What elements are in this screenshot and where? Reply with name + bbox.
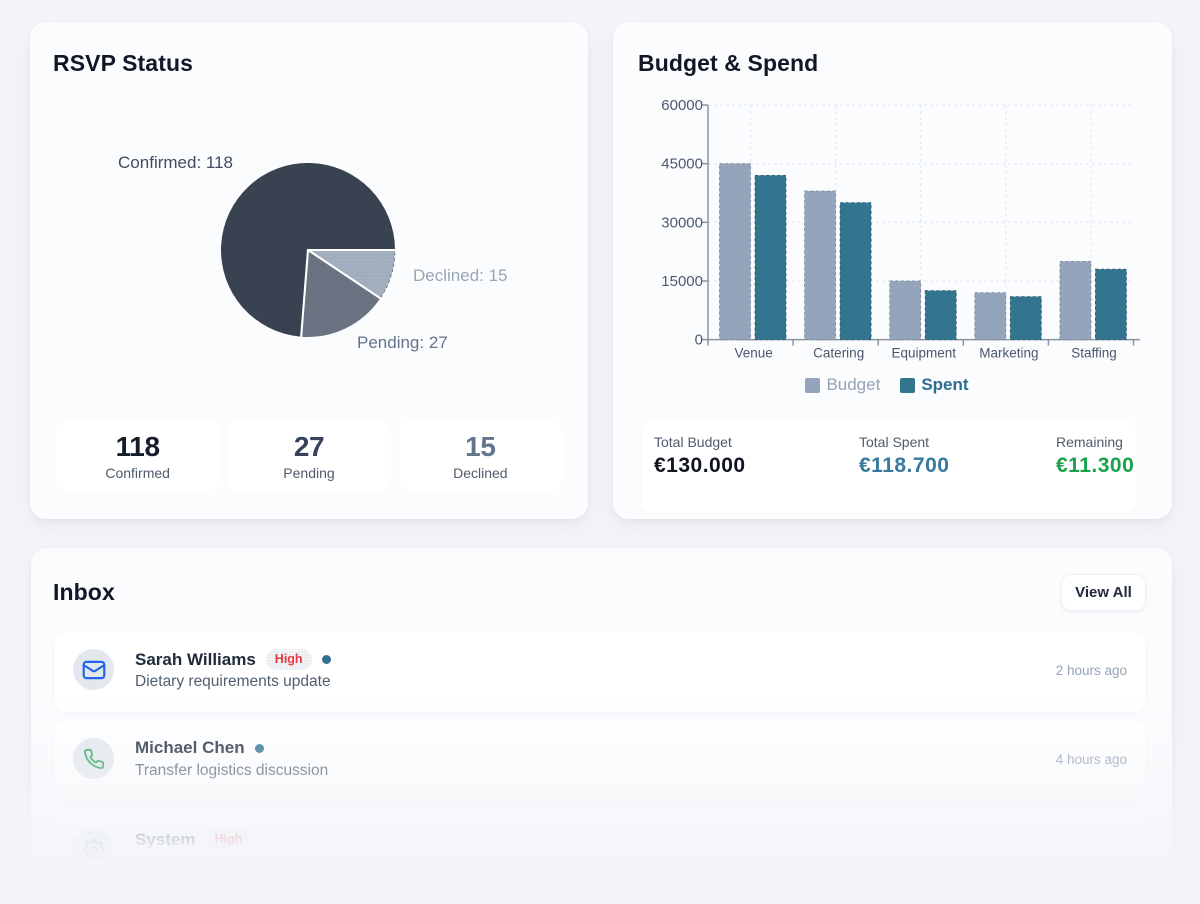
svg-text:Equipment: Equipment: [892, 346, 957, 361]
svg-text:Catering: Catering: [813, 346, 864, 361]
svg-text:Staffing: Staffing: [1071, 346, 1117, 361]
svg-text:15000: 15000: [661, 273, 703, 290]
svg-text:30000: 30000: [661, 214, 703, 231]
svg-text:Venue: Venue: [734, 346, 772, 361]
svg-text:0: 0: [695, 332, 703, 349]
svg-text:Marketing: Marketing: [979, 346, 1038, 361]
svg-text:60000: 60000: [661, 97, 703, 114]
svg-text:45000: 45000: [661, 156, 703, 173]
